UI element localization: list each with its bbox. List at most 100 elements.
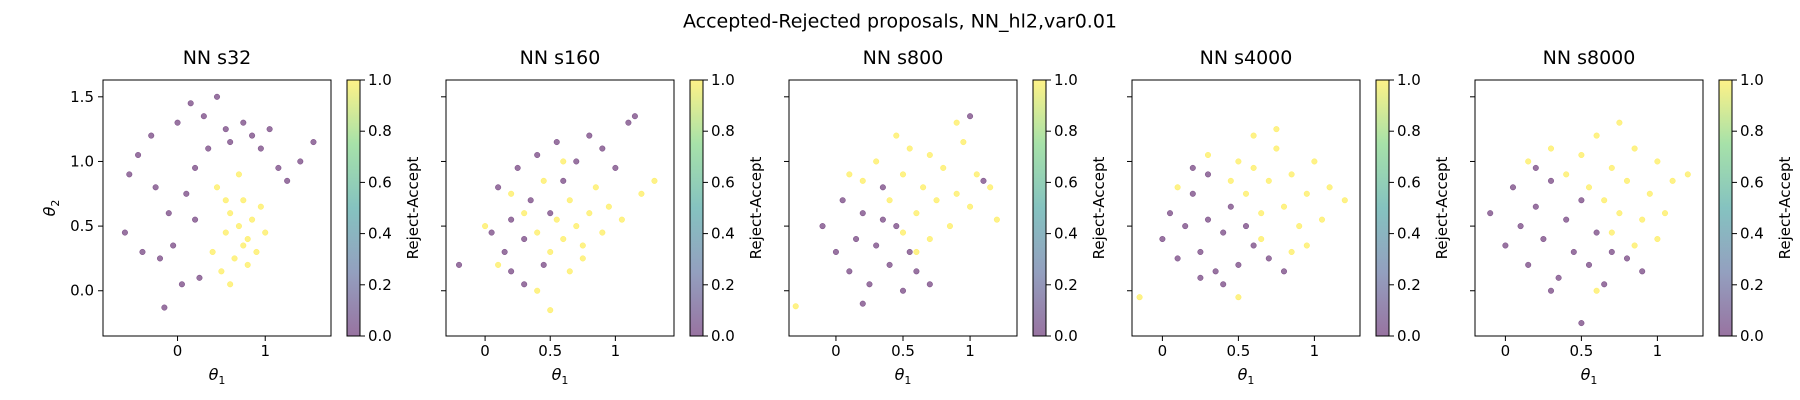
colorbar-tick-label: 0.4 — [1740, 225, 1764, 243]
colorbar-label: Reject-Accept — [747, 157, 765, 260]
accepted-point — [592, 184, 599, 191]
colorbar-tick-label: 1.0 — [711, 71, 735, 89]
rejected-point — [534, 151, 541, 158]
accepted-point — [1235, 158, 1242, 165]
accepted-point — [244, 236, 251, 243]
x-axis-label: θ1 — [1581, 365, 1598, 387]
accepted-point — [926, 236, 933, 243]
rejected-point — [508, 268, 515, 275]
rejected-point — [832, 248, 839, 255]
accepted-point — [638, 190, 645, 197]
subplot-title: NN s800 — [863, 47, 944, 69]
accepted-point — [547, 248, 554, 255]
accepted-point — [1684, 171, 1691, 178]
accepted-point — [240, 197, 247, 204]
accepted-point — [940, 164, 947, 171]
accepted-point — [1136, 294, 1143, 301]
accepted-point — [926, 151, 933, 158]
x-tick-label: 0.5 — [538, 342, 562, 360]
accepted-point — [218, 268, 225, 275]
rejected-point — [310, 139, 317, 146]
rejected-point — [514, 164, 521, 171]
rejected-point — [859, 300, 866, 307]
x-tick-label: 0 — [831, 342, 841, 360]
rejected-point — [1242, 223, 1249, 230]
x-tick-label: 0.5 — [1569, 342, 1593, 360]
accepted-point — [231, 255, 238, 262]
rejected-point — [1509, 184, 1516, 191]
colorbar-tick-label: 0.6 — [711, 173, 735, 191]
accepted-point — [1585, 184, 1592, 191]
rejected-point — [521, 281, 528, 288]
accepted-point — [1296, 223, 1303, 230]
rejected-point — [886, 261, 893, 268]
rejected-point — [187, 100, 194, 107]
rejected-point — [178, 281, 185, 288]
rejected-point — [612, 164, 619, 171]
accepted-point — [1303, 242, 1310, 249]
accepted-point — [1601, 197, 1608, 204]
rejected-point — [161, 304, 168, 311]
subplot-title: NN s160 — [520, 47, 601, 69]
rejected-point — [170, 242, 177, 249]
rejected-point — [508, 216, 515, 223]
colorbar — [1718, 79, 1733, 337]
rejected-point — [174, 119, 181, 126]
rejected-point — [859, 210, 866, 217]
rejected-point — [139, 248, 146, 255]
accepted-point — [1288, 171, 1295, 178]
rejected-point — [275, 164, 282, 171]
rejected-point — [1235, 261, 1242, 268]
accepted-point — [913, 248, 920, 255]
rejected-point — [573, 158, 580, 165]
accepted-point — [222, 197, 229, 204]
accepted-point — [1318, 216, 1325, 223]
colorbar-tick-label: 1.0 — [1054, 71, 1078, 89]
rejected-point — [540, 261, 547, 268]
colorbar-label: Reject-Accept — [1433, 157, 1451, 260]
accepted-point — [222, 229, 229, 236]
colorbar-tick-label: 0.8 — [1397, 122, 1421, 140]
subplot-5: NN s8000 0 0.5 1 θ1 0.0 0.2 0.4 0.6 0.8 1.0 Reject-… — [1470, 47, 1794, 387]
accepted-point — [1341, 197, 1348, 204]
accepted-point — [521, 210, 528, 217]
colorbar-tick-label: 0.6 — [368, 173, 392, 191]
accepted-point — [560, 158, 567, 165]
colorbar-label: Reject-Accept — [404, 157, 422, 260]
rejected-point — [1280, 268, 1287, 275]
rejected-point — [227, 139, 234, 146]
rejected-point — [879, 184, 886, 191]
rejected-point — [926, 281, 933, 288]
accepted-point — [960, 139, 967, 146]
rejected-point — [152, 184, 159, 191]
accepted-point — [993, 216, 1000, 223]
accepted-point — [906, 145, 913, 152]
rejected-point — [1639, 268, 1646, 275]
x-tick-label: 0.5 — [891, 342, 915, 360]
rejected-point — [1623, 255, 1630, 262]
y-axis-label: θ2 — [40, 200, 62, 217]
rejected-point — [560, 177, 567, 184]
x-tick-label: 0 — [480, 342, 490, 360]
colorbar-tick-label: 0.2 — [1397, 276, 1421, 294]
accepted-point — [1654, 158, 1661, 165]
accepted-point — [846, 171, 853, 178]
accepted-point — [1174, 184, 1181, 191]
accepted-point — [1258, 236, 1265, 243]
accepted-point — [1608, 229, 1615, 236]
colorbar-tick-label: 0.0 — [368, 327, 392, 345]
rejected-point — [1197, 248, 1204, 255]
rejected-point — [631, 113, 638, 120]
rejected-point — [599, 145, 606, 152]
colorbar-label: Reject-Accept — [1090, 157, 1108, 260]
rejected-point — [879, 216, 886, 223]
rejected-point — [1174, 255, 1181, 262]
accepted-point — [566, 197, 573, 204]
accepted-point — [792, 303, 799, 310]
accepted-point — [605, 203, 612, 210]
rejected-point — [121, 229, 128, 236]
accepted-point — [886, 197, 893, 204]
colorbar-tick-label: 0.2 — [1740, 276, 1764, 294]
colorbar-tick-label: 0.2 — [1054, 276, 1078, 294]
